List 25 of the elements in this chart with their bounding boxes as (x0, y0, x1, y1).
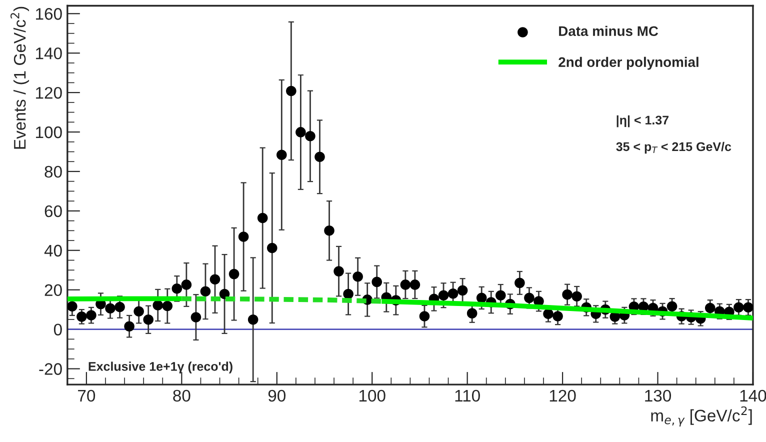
y-tick-label: 0 (54, 324, 62, 336)
x-tick-label: 110 (455, 390, 480, 402)
y-tick-label: 160 (36, 8, 62, 20)
x-tick-label: 80 (173, 390, 190, 402)
x-tick-label: 120 (550, 390, 576, 402)
legend-label: Data minus MC (559, 26, 658, 36)
annotation: Exclusive 1e+1γ (reco'd) (88, 362, 232, 374)
y-tick-label: 60 (44, 205, 62, 218)
y-tick-label: 40 (44, 244, 62, 257)
y-tick-label: 20 (44, 284, 62, 296)
y-tick-label: 80 (44, 166, 62, 178)
annotation: 35 < p$_{T}$ < 215 GeV/c (616, 142, 732, 154)
y-tick-label: 140 (36, 47, 62, 60)
annotation: |η| < 1.37 (616, 115, 669, 128)
x-tick-label: 70 (78, 390, 96, 402)
x-tick-label: 140 (740, 390, 766, 402)
y-tick-label: 120 (36, 86, 62, 99)
x-tick-label: 130 (645, 390, 672, 402)
x-axis-title: m$_{e,γ}$ [GeV/c$^{2}$] (651, 406, 752, 427)
y-tick-label: 100 (36, 126, 62, 138)
legend-label: 2nd order polynomial (558, 56, 698, 70)
y-axis-title: Events / (1 GeV/c$^{2}$) (10, 6, 30, 149)
y-tick-label: -20 (39, 363, 62, 375)
x-tick-label: 90 (268, 390, 286, 402)
x-tick-label: 100 (359, 390, 386, 402)
